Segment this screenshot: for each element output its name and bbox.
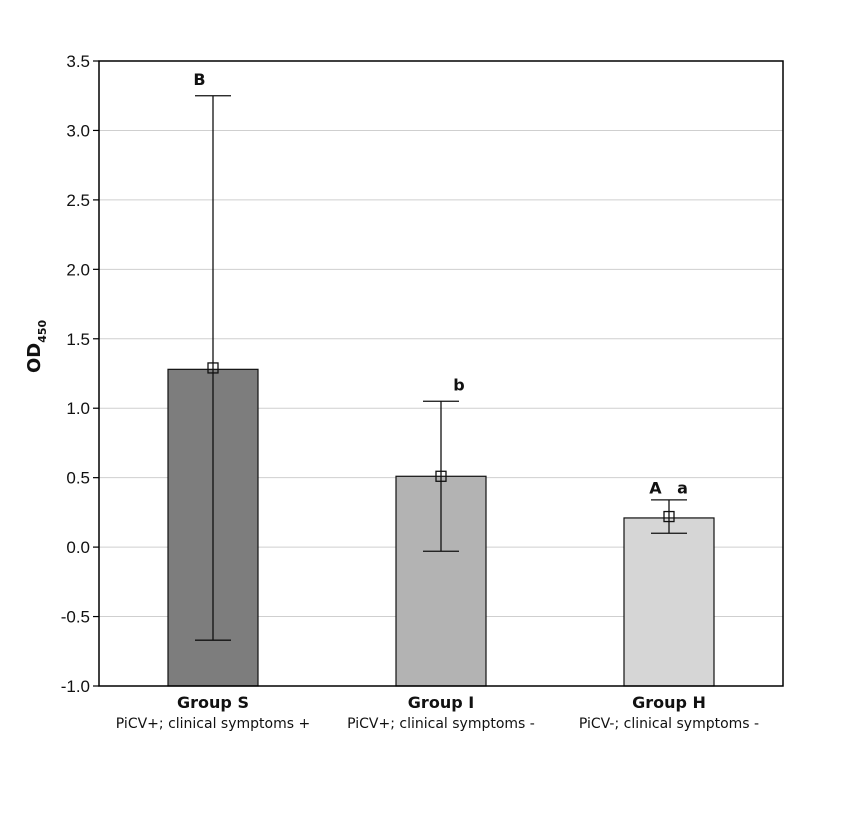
y-tick-label: 0.0	[66, 538, 90, 557]
y-tick-label: 1.0	[66, 399, 90, 418]
mean-marker	[663, 510, 675, 523]
significance-letter: A	[649, 478, 662, 497]
y-tick-label: 3.5	[66, 52, 90, 71]
significance-annotations: Bb A a	[193, 70, 688, 497]
y-tick-label: 2.0	[66, 260, 90, 279]
plot-frame	[98, 60, 784, 687]
mean-marker	[207, 362, 219, 374]
x-category-sublabel: PiCV-; clinical symptoms -	[579, 716, 759, 732]
x-axis-labels: Group S PiCV+; clinical symptoms + Group I…	[116, 693, 759, 732]
y-tick-label: 2.5	[66, 191, 90, 210]
y-axis-ticks: -1.0 -0.5 0.0 0.5 1.0 1.5 2.0 2.5 3.0 3.5	[61, 52, 99, 696]
x-category-label: Group H	[632, 693, 706, 712]
significance-letter: a	[677, 478, 688, 497]
y-tick-label: 1.5	[66, 330, 90, 349]
bar	[623, 517, 715, 687]
significance-letter: b	[453, 376, 464, 395]
y-axis-label-main: OD	[24, 343, 45, 373]
y-tick-label: -0.5	[61, 608, 90, 627]
y-tick-label: 3.0	[66, 121, 90, 140]
mean-marker	[435, 470, 447, 482]
significance-letter: B	[193, 70, 205, 89]
x-category-label: Group I	[408, 693, 474, 712]
x-category-label: Group S	[177, 693, 249, 712]
x-category-sublabel: PiCV+; clinical symptoms -	[347, 716, 535, 732]
y-tick-label: 0.5	[66, 469, 90, 488]
y-axis-label-subscript: 450	[36, 319, 49, 342]
y-axis-label: OD450	[24, 319, 49, 373]
x-category-sublabel: PiCV+; clinical symptoms +	[116, 716, 310, 732]
y-tick-label: -1.0	[61, 677, 90, 696]
error-bars	[195, 95, 687, 641]
